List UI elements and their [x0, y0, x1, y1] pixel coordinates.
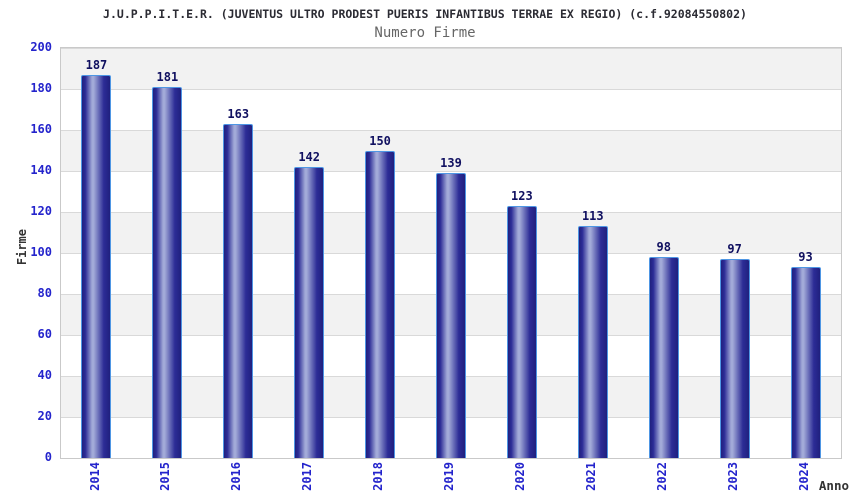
y-tick-label: 40: [37, 368, 52, 382]
plot-area: 187 181 163 142 150 139 123 113 98 97 93: [60, 47, 842, 459]
bar-value-label: 142: [298, 149, 321, 164]
bar-value-label: 139: [440, 156, 462, 171]
bar-slot: 163: [203, 48, 274, 458]
bar-value-label: 150: [369, 133, 391, 148]
chart-title: J.U.P.P.I.T.E.R. (JUVENTUS ULTRO PRODEST…: [103, 7, 747, 21]
y-tick-label: 120: [30, 204, 52, 218]
chart-subtitle: Numero Firme: [374, 25, 476, 41]
x-tick-label: 2016: [229, 462, 244, 491]
x-tick-label: 2018: [371, 462, 386, 491]
bar-2021: [577, 226, 608, 458]
bar-slot: 142: [274, 48, 345, 458]
bar-value-label: 181: [156, 69, 179, 84]
x-tick-label: 2021: [583, 462, 598, 491]
y-axis-ticks: 0 20 40 60 80 100 120 140 160 180 200: [0, 0, 52, 500]
bar-slot: 139: [416, 48, 487, 458]
bar-slot: 93: [770, 48, 841, 458]
bars-layer: 187 181 163 142 150 139 123 113 98 97 93: [61, 48, 841, 458]
x-tick-label: 2015: [158, 462, 173, 491]
bar-value-label: 93: [798, 250, 813, 265]
bar-2022: [648, 257, 679, 458]
bar-2020: [506, 205, 537, 458]
bar-slot: 113: [557, 48, 628, 458]
bar-2014: [81, 74, 112, 458]
bar-2015: [152, 86, 183, 458]
bar-value-label: 97: [727, 242, 742, 257]
bar-2023: [719, 259, 750, 458]
bar-value-label: 123: [511, 188, 533, 203]
bar-2018: [365, 150, 396, 458]
bar-slot: 98: [628, 48, 699, 458]
bar-slot: 181: [132, 48, 203, 458]
bar-value-label: 163: [227, 106, 250, 121]
bar-slot: 187: [61, 48, 132, 458]
x-axis-ticks: 2014 2015 2016 2017 2018 2019 2020 2021 2022 2023…: [60, 462, 840, 500]
x-tick-label: 2019: [442, 462, 456, 491]
y-tick-label: 180: [30, 81, 52, 95]
y-tick-label: 0: [44, 450, 52, 464]
y-tick-label: 80: [37, 286, 52, 300]
bar-value-label: 98: [656, 240, 671, 255]
bar-value-label: 113: [581, 209, 604, 224]
x-axis-title: Anno: [818, 478, 849, 493]
bar-slot: 150: [345, 48, 416, 458]
bar-2017: [294, 166, 325, 458]
x-tick-label: 2023: [725, 462, 740, 491]
x-tick-label: 2017: [300, 462, 315, 491]
y-tick-label: 160: [30, 122, 52, 136]
bar-2019: [435, 173, 466, 458]
bar-2024: [790, 267, 821, 458]
x-tick-label: 2014: [87, 462, 102, 491]
bar-slot: 123: [486, 48, 557, 458]
x-tick-label: 2022: [654, 462, 669, 491]
y-tick-label: 20: [37, 409, 52, 423]
bar-2016: [223, 123, 254, 458]
bar-slot: 97: [699, 48, 770, 458]
y-tick-label: 60: [37, 327, 52, 341]
x-tick-label: 2020: [512, 462, 527, 491]
x-tick-label: 2024: [796, 462, 811, 491]
y-tick-label: 200: [30, 40, 52, 54]
bar-value-label: 187: [85, 57, 108, 72]
y-tick-label: 140: [30, 163, 52, 177]
y-tick-label: 100: [30, 245, 52, 259]
